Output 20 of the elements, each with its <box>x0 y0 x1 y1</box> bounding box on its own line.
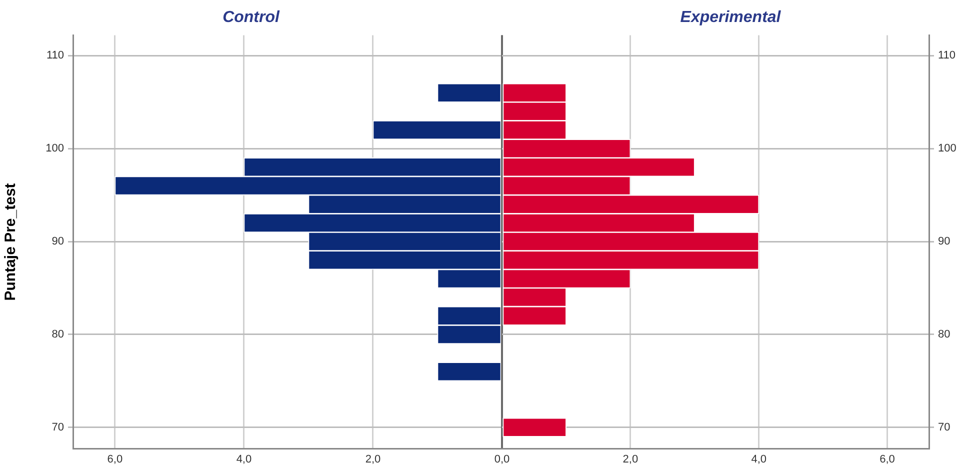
x-tick-label: 4,0 <box>236 453 252 466</box>
chart-title: Experimental <box>680 9 782 26</box>
y-tick-label: 70 <box>52 421 64 434</box>
y-tick-label: 100 <box>46 142 64 155</box>
y-tick-label: 80 <box>52 328 64 341</box>
y-tick-label: 110 <box>938 50 956 62</box>
chart-title: Control <box>222 9 280 26</box>
x-tick-label: 4,0 <box>751 453 766 466</box>
x-tick-label: 0,0 <box>494 453 510 466</box>
x-tick-label: 2,0 <box>622 453 638 466</box>
x-tick-label: 6,0 <box>880 453 895 466</box>
y-tick-label: 70 <box>938 421 950 434</box>
y-tick-label: 100 <box>938 142 956 155</box>
y-axis-title: Puntaje Pre_test <box>2 183 20 301</box>
x-tick-label: 2,0 <box>365 453 381 466</box>
y-tick-label: 110 <box>46 50 64 62</box>
y-tick-label: 90 <box>52 236 64 248</box>
y-tick-label: 90 <box>938 236 950 248</box>
x-tick-label: 6,0 <box>107 453 123 466</box>
y-tick-label: 80 <box>938 328 950 341</box>
